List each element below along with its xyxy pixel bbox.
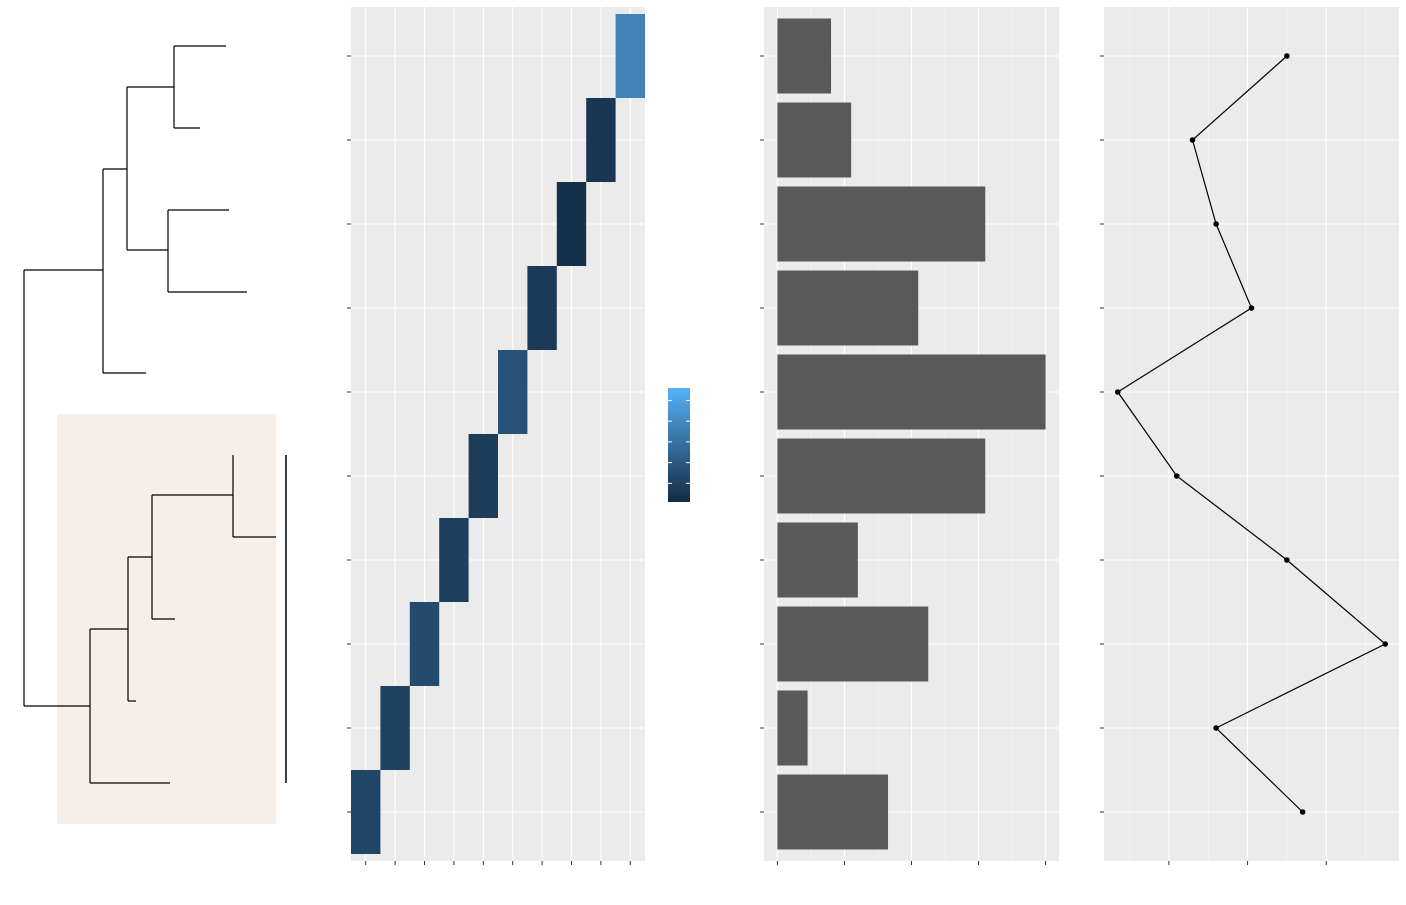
series-line bbox=[1116, 55, 1387, 813]
heatmap-panel bbox=[347, 7, 645, 865]
data-point bbox=[1213, 725, 1219, 731]
bar bbox=[777, 774, 889, 850]
line-panel bbox=[1100, 7, 1399, 865]
heatmap-legend bbox=[668, 388, 690, 502]
legend-colorbar bbox=[668, 388, 690, 502]
heatmap-cell bbox=[498, 350, 528, 434]
heatmap-cell bbox=[439, 518, 469, 602]
bar bbox=[777, 186, 986, 262]
heatmap-cell bbox=[351, 770, 381, 854]
heatmap-cell bbox=[615, 14, 645, 98]
data-point bbox=[1299, 809, 1306, 815]
bar bbox=[777, 522, 858, 598]
bar bbox=[777, 690, 808, 766]
data-point bbox=[1248, 305, 1255, 311]
bar bbox=[777, 102, 852, 178]
bar bbox=[777, 354, 1046, 430]
heatmap-cell bbox=[380, 686, 410, 770]
bar bbox=[777, 438, 986, 514]
data-point bbox=[1114, 389, 1121, 395]
tree-panel bbox=[23, 45, 287, 824]
data-point bbox=[1284, 53, 1290, 59]
bar bbox=[777, 270, 919, 346]
data-point bbox=[1213, 221, 1219, 227]
heatmap-cell bbox=[468, 434, 498, 518]
data-point bbox=[1284, 557, 1290, 563]
bar bbox=[777, 606, 929, 682]
heatmap-cell bbox=[556, 182, 587, 266]
heatmap-cell bbox=[527, 266, 557, 350]
data-point bbox=[1382, 641, 1389, 647]
heatmap-cell bbox=[586, 98, 616, 182]
data-point bbox=[1173, 473, 1180, 479]
plot-background bbox=[1104, 7, 1399, 861]
bar-panel bbox=[760, 7, 1059, 865]
data-point bbox=[1189, 137, 1196, 143]
bar bbox=[777, 18, 832, 94]
heatmap-cell bbox=[409, 602, 440, 686]
